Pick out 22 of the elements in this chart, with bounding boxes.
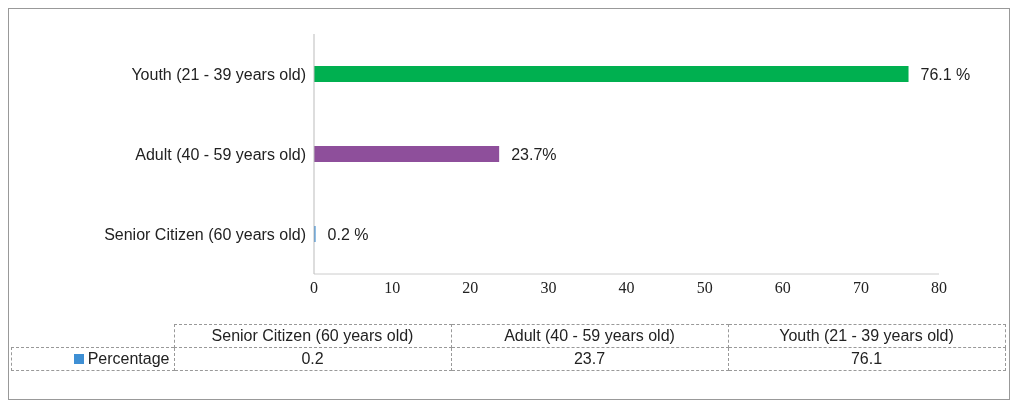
category-label: Youth (21 - 39 years old) xyxy=(779,327,954,344)
y-tick-label: Youth (21 - 39 years old) xyxy=(131,65,306,83)
y-tick-label: Adult (40 - 59 years old) xyxy=(135,145,306,163)
category-label: Senior Citizen (60 years old) xyxy=(211,327,414,344)
x-tick-label: 40 xyxy=(618,279,635,297)
data-label: 0.2 % xyxy=(327,226,369,243)
legend-label: Percentage xyxy=(11,347,174,371)
category-label: Adult (40 - 59 years old) xyxy=(504,327,675,344)
data-label: 23.7% xyxy=(511,146,557,163)
text: 23.7 xyxy=(451,347,728,371)
x-tick-label: 60 xyxy=(774,279,791,297)
x-tick-label: 80 xyxy=(931,279,947,297)
x-tick-label: 10 xyxy=(384,279,401,297)
text: 76.1 xyxy=(728,347,1005,371)
x-tick-label: 20 xyxy=(462,279,479,297)
y-tick-label: Senior Citizen (60 years old) xyxy=(104,225,306,243)
x-tick-label: 70 xyxy=(852,279,869,297)
text: 0.2 xyxy=(174,347,451,371)
data-label: 76.1 % xyxy=(920,66,971,83)
x-tick-label: 0 xyxy=(310,279,318,297)
x-tick-label: 50 xyxy=(696,279,713,297)
x-tick-label: 30 xyxy=(540,279,557,297)
